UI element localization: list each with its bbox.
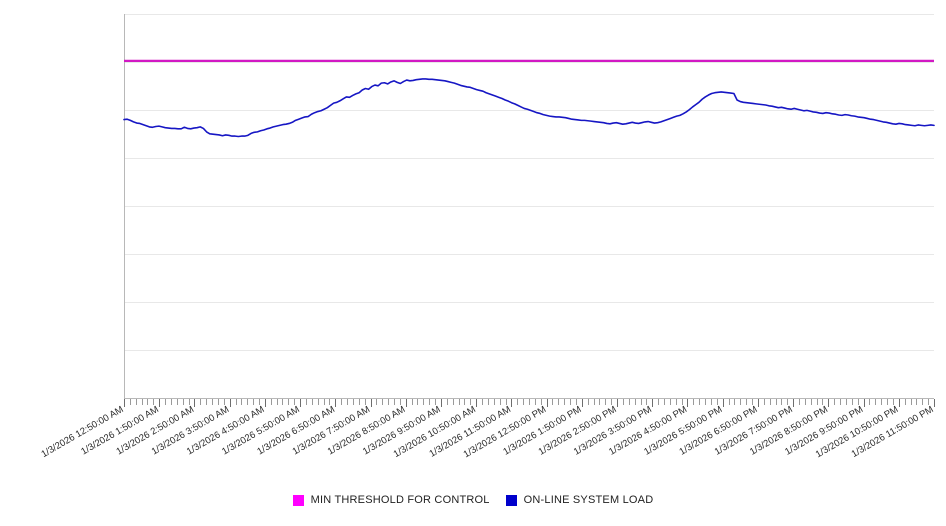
series-on-line-system-load [123,78,935,138]
x-axis [124,14,934,399]
legend-item-min-threshold-for-control[interactable]: MIN THRESHOLD FOR CONTROL [292,494,490,506]
legend-label-min-threshold-for-control: MIN THRESHOLD FOR CONTROL [310,494,490,506]
legend-swatch-blue [505,494,517,506]
load-line [123,78,935,138]
gridlines [124,14,934,399]
legend-label-on-line-system-load: ON-LINE SYSTEM LOAD [523,494,654,506]
chart-legend: MIN THRESHOLD FOR CONTROL ON-LINE SYSTEM… [0,494,946,506]
legend-item-on-line-system-load[interactable]: ON-LINE SYSTEM LOAD [505,494,654,506]
x-axis-ticks [124,399,935,407]
x-axis-tick-labels: 1/3/2026 12:50:00 AM1/3/2026 1:50:00 AM1… [39,404,935,460]
legend-swatch-magenta [292,494,304,506]
